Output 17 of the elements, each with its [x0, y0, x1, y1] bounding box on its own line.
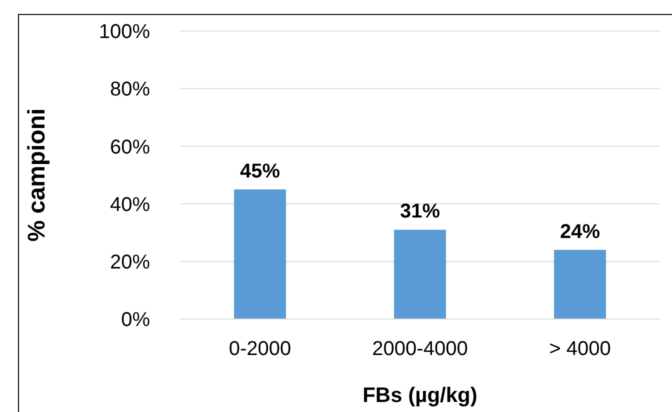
data-label: 45% — [240, 160, 280, 182]
x-tick-label: 2000-4000 — [372, 338, 468, 360]
y-axis-title: % campioni — [24, 108, 51, 242]
y-tick-label: 20% — [110, 252, 150, 274]
data-label: 24% — [560, 220, 600, 243]
y-tick-label: 80% — [110, 78, 150, 101]
y-tick-label: 0% — [121, 309, 150, 332]
x-tick-label: 0-2000 — [228, 338, 292, 360]
data-label: 31% — [400, 200, 440, 223]
bar — [394, 230, 446, 319]
bar — [554, 250, 606, 319]
x-axis-title: FBs (µg/kg) — [362, 384, 478, 407]
x-tick-label: > 4000 — [549, 338, 611, 360]
y-tick-label: 60% — [110, 136, 150, 158]
y-tick-label: 100% — [98, 21, 150, 44]
y-tick-label: 40% — [110, 194, 150, 216]
bar — [234, 189, 286, 319]
